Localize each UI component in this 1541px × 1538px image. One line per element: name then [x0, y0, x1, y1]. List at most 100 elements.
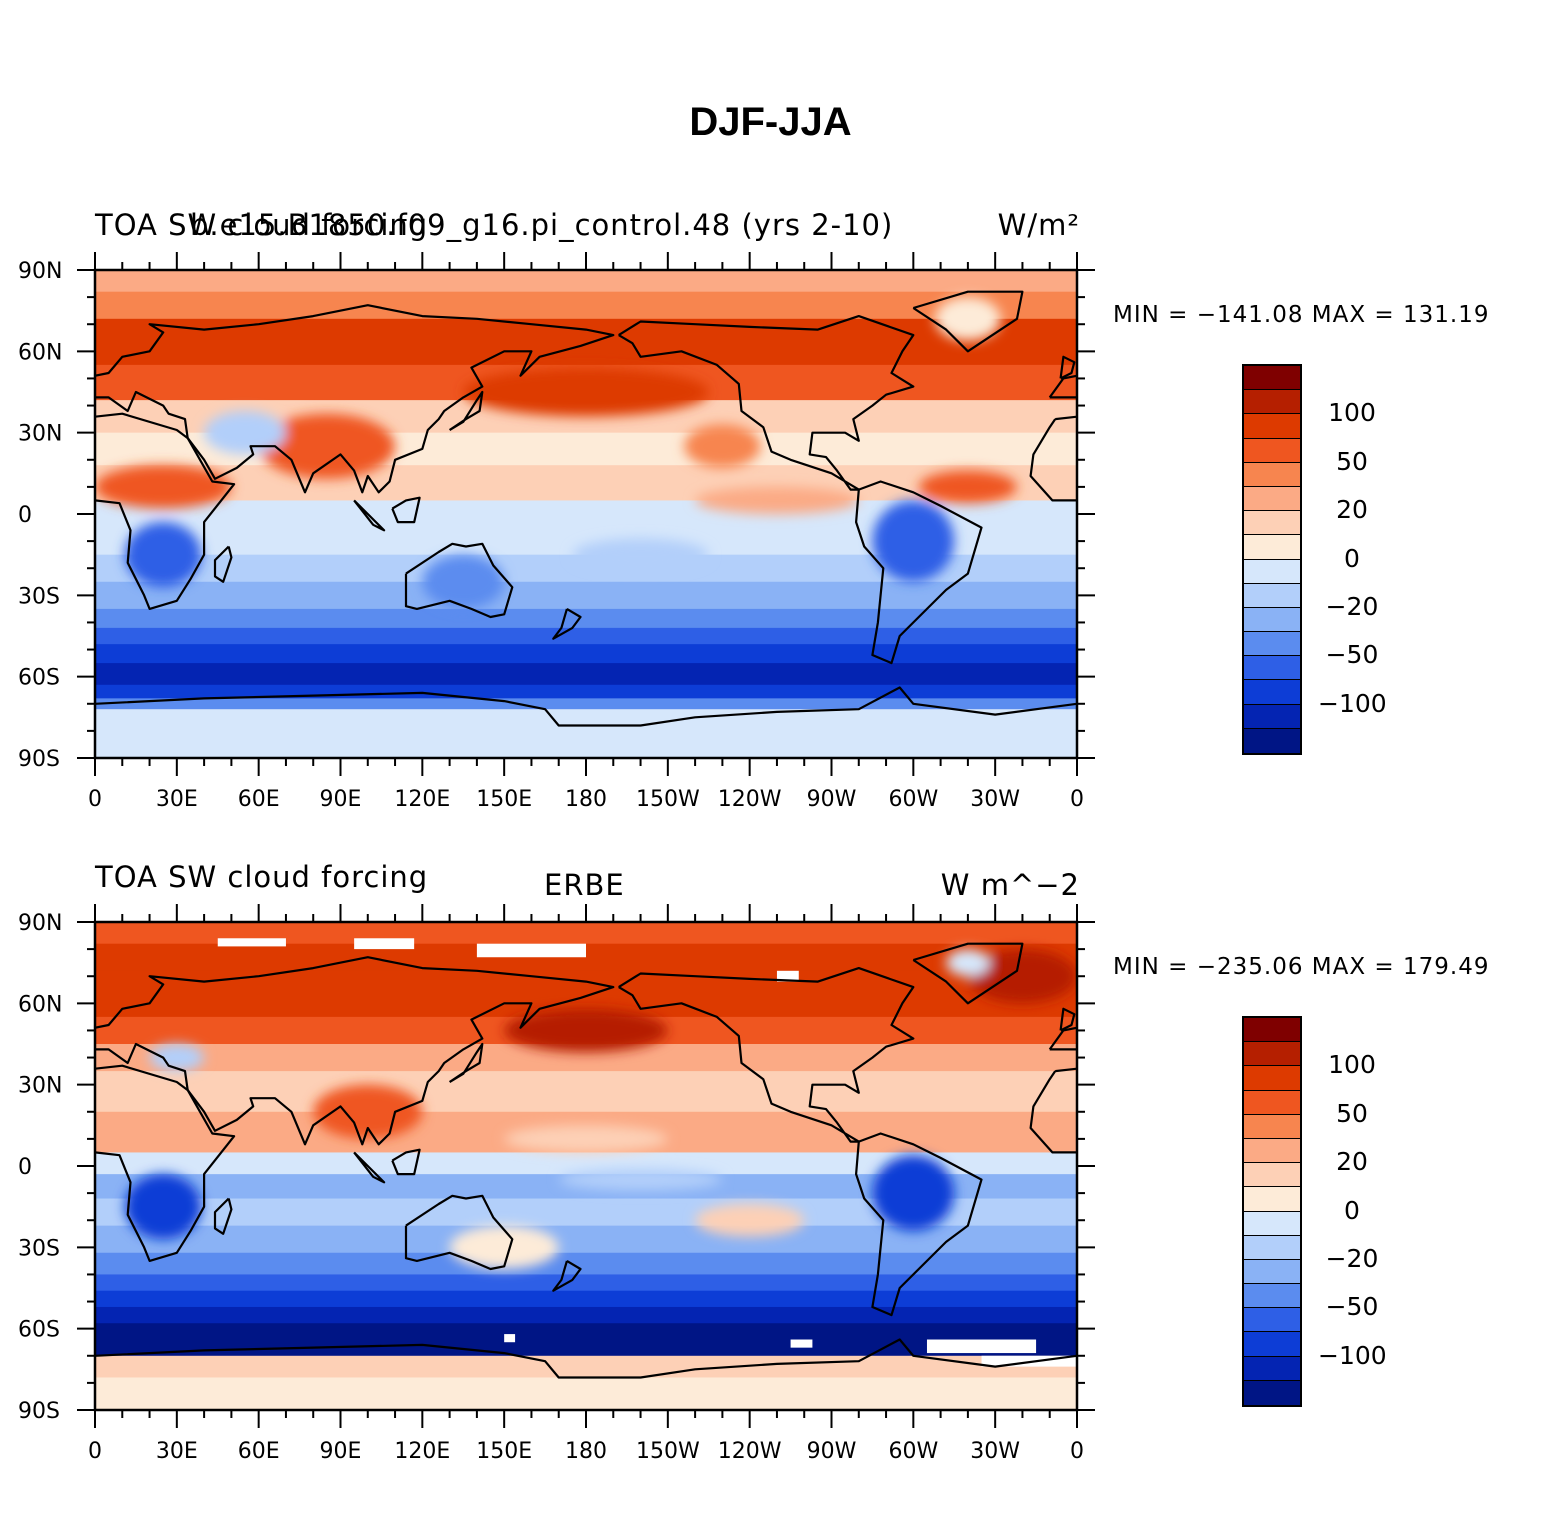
lon-tick-label: 150E	[476, 787, 532, 812]
coastline	[353, 499, 386, 532]
contour-region	[95, 465, 232, 509]
colorbar-label: −50	[1325, 640, 1379, 670]
contour-region	[504, 1008, 668, 1053]
map-axes: 90N 60N 30N 0 30S 60S 90S 0 30E 60E 90E 120E 150E 180…	[18, 904, 1095, 1464]
missing-data	[926, 1339, 1037, 1354]
lon-tick-label: 60E	[238, 787, 280, 812]
panel-units: W m^−2	[940, 868, 1080, 902]
contour-region	[572, 538, 709, 571]
coastline	[912, 290, 1024, 353]
lon-tick-label: 30E	[156, 1439, 198, 1464]
contour-band	[95, 1306, 1077, 1324]
lat-tick-label: 30S	[18, 1236, 60, 1261]
lon-tick-label: 0	[88, 787, 102, 812]
lon-tick-label: 180	[565, 1439, 607, 1464]
contour-region	[204, 410, 286, 455]
contour-region	[313, 1084, 423, 1139]
colorbar-swatch	[1244, 511, 1300, 536]
colorbar-swatch	[1244, 1018, 1300, 1043]
contour-band	[95, 709, 1077, 758]
panel-left-title: TOA SW cloud forcing	[95, 860, 429, 894]
missing-data	[217, 938, 286, 947]
lat-tick-label: 60S	[18, 666, 60, 691]
contour-field	[95, 270, 1077, 758]
coastline	[618, 315, 915, 491]
coastlines	[95, 290, 1077, 727]
lat-tick-label: 0	[18, 1155, 32, 1180]
contour-band	[95, 663, 1077, 686]
coastline	[912, 942, 1024, 1005]
contour-region	[967, 949, 1077, 1004]
coastline	[391, 1148, 421, 1176]
colorbar-swatch	[1244, 728, 1300, 753]
lon-tick-label: 90W	[807, 1439, 857, 1464]
coastline	[95, 412, 236, 610]
coastline	[95, 686, 1077, 727]
colorbar-swatch	[1244, 438, 1300, 463]
colorbar-swatch	[1244, 1090, 1300, 1115]
colorbar-swatch	[1244, 1163, 1300, 1188]
lat-tick-label: 30N	[18, 422, 62, 447]
colorbar-swatch	[1244, 1211, 1300, 1236]
contour-region	[125, 1174, 202, 1240]
colorbar-label: 20	[1336, 495, 1368, 525]
coastline	[1059, 1007, 1076, 1032]
contour-band	[95, 318, 1077, 366]
coastline	[618, 967, 915, 1143]
coastline	[1029, 415, 1077, 502]
contour-region	[695, 1203, 805, 1237]
colorbar-swatch	[1244, 680, 1300, 705]
colorbar-label: 50	[1336, 446, 1368, 476]
colorbar-label: 100	[1328, 398, 1376, 428]
colorbar	[1242, 364, 1302, 756]
contour-region	[504, 1125, 668, 1153]
lon-tick-label: 150W	[636, 787, 700, 812]
colorbar-swatch	[1244, 704, 1300, 729]
colorbar-label: −20	[1325, 1244, 1379, 1273]
map-plot-area	[95, 270, 1077, 758]
coastline	[95, 304, 615, 494]
coastline	[391, 496, 421, 524]
contour-band	[95, 465, 1077, 501]
coastline	[353, 1151, 386, 1184]
coastline	[552, 607, 582, 640]
lat-tick-label: 60S	[18, 1318, 60, 1343]
contour-band	[95, 1071, 1077, 1113]
coastline	[213, 1197, 233, 1235]
colorbar-swatch	[1244, 1114, 1300, 1139]
contour-region	[463, 367, 709, 417]
colorbar	[1242, 1016, 1302, 1408]
lat-tick-label: 90S	[18, 1399, 60, 1424]
coastline	[1059, 355, 1076, 380]
contour-band	[95, 644, 1077, 664]
lat-tick-label: 90N	[18, 259, 62, 284]
coastline	[855, 480, 983, 665]
contour-region	[149, 1044, 205, 1072]
map-panel-erbe: TOA SW cloud forcing ERBE W m^−2 90N 60N 30N 0…	[0, 832, 1541, 1482]
lon-tick-label: 120E	[394, 1439, 450, 1464]
lon-tick-label: 30W	[970, 1439, 1020, 1464]
contour-band	[95, 1290, 1077, 1308]
colorbar-swatch	[1244, 366, 1300, 391]
contour-band	[95, 608, 1077, 629]
colorbar-swatch	[1244, 559, 1300, 584]
lat-tick-label: 0	[18, 503, 32, 528]
coastline	[404, 542, 514, 619]
lon-tick-label: 90E	[320, 787, 362, 812]
figure-title: DJF-JJA	[689, 100, 852, 144]
colorbar-swatch	[1244, 535, 1300, 560]
contour-region	[935, 297, 1001, 341]
colorbar-swatch	[1244, 1066, 1300, 1091]
lat-tick-label: 90N	[18, 911, 62, 936]
lat-tick-label: 60N	[18, 340, 62, 365]
missing-data	[504, 1334, 516, 1343]
lon-tick-label: 150W	[636, 1439, 700, 1464]
colorbar-swatch	[1244, 607, 1300, 633]
contour-band	[95, 1323, 1077, 1357]
panel-center-title: b.e15.B1850.f09_g16.pi_control.48 (yrs 2…	[190, 208, 894, 242]
lon-tick-label: 120W	[718, 1439, 782, 1464]
contour-region	[125, 522, 202, 588]
coastline	[95, 956, 615, 1146]
contour-band	[95, 1274, 1077, 1292]
colorbar-label: −100	[1318, 1340, 1387, 1370]
